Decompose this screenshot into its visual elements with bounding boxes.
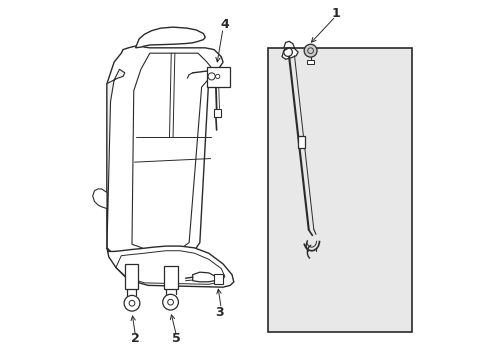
Text: 1: 1 — [330, 8, 339, 21]
Polygon shape — [93, 189, 107, 208]
Text: 2: 2 — [131, 333, 140, 346]
Bar — [298, 136, 305, 148]
Bar — [214, 274, 223, 284]
Text: 3: 3 — [215, 306, 224, 319]
Polygon shape — [132, 53, 214, 253]
Bar — [267, 48, 411, 332]
Bar — [124, 264, 138, 289]
Text: 5: 5 — [172, 333, 181, 346]
Circle shape — [304, 44, 316, 57]
Bar — [214, 109, 221, 117]
Polygon shape — [282, 48, 298, 59]
Text: 4: 4 — [220, 18, 229, 31]
Polygon shape — [107, 69, 124, 248]
Polygon shape — [107, 46, 223, 263]
Polygon shape — [135, 27, 205, 48]
Bar — [307, 60, 313, 64]
Polygon shape — [107, 246, 233, 287]
Polygon shape — [192, 272, 216, 282]
Bar — [164, 266, 177, 289]
Bar — [206, 67, 230, 87]
